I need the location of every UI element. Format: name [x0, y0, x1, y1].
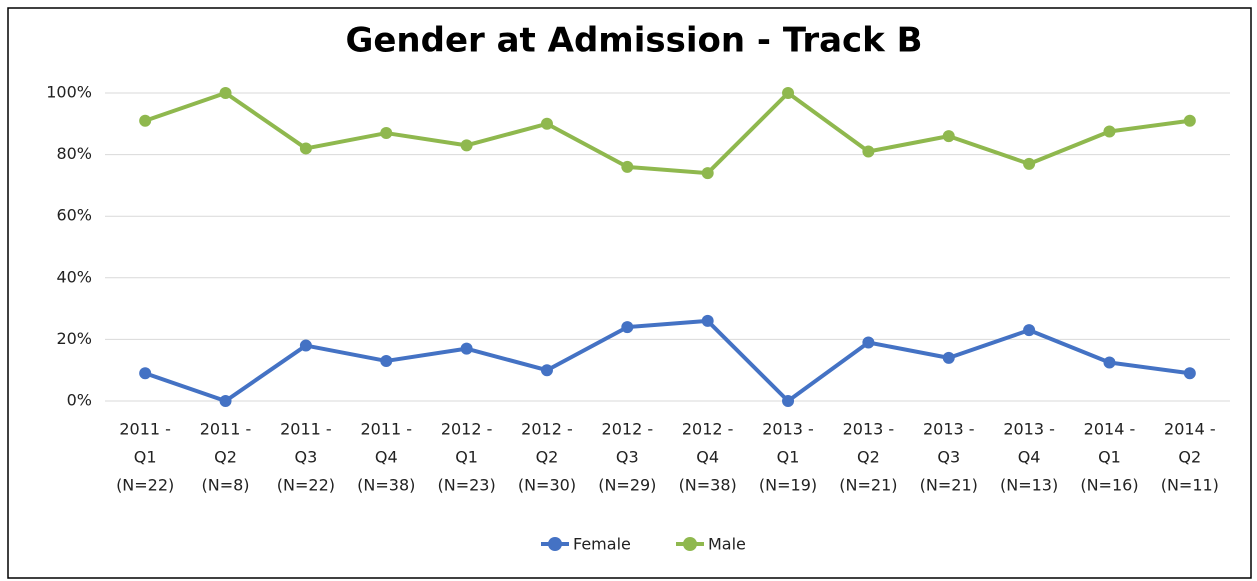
x-tick-label: 2011 - [119, 420, 171, 439]
x-tick-label: Q2 [857, 448, 880, 467]
x-tick-label: Q2 [536, 448, 559, 467]
data-point [139, 367, 152, 380]
x-tick-label: (N=30) [518, 476, 576, 495]
x-tick-label: Q1 [455, 448, 478, 467]
data-point [299, 142, 312, 155]
x-tick-label: Q3 [616, 448, 639, 467]
data-point [540, 117, 553, 130]
data-point [299, 339, 312, 352]
x-tick-label: 2011 - [200, 420, 252, 439]
data-point [219, 87, 232, 99]
x-tick-label: (N=22) [277, 476, 335, 495]
series-line [144, 91, 1191, 176]
x-tick-label: (N=23) [437, 476, 495, 495]
x-tick-label: Q4 [375, 448, 398, 467]
legend-marker [683, 537, 697, 551]
data-point [219, 395, 232, 407]
x-tick-label: Q1 [134, 448, 157, 467]
data-point [380, 127, 393, 140]
data-point [1183, 367, 1196, 380]
x-tick-label: 2012 - [441, 420, 493, 439]
x-tick-label: 2012 - [521, 420, 573, 439]
data-point [460, 139, 473, 152]
x-tick-label: 2014 - [1164, 420, 1216, 439]
x-tick-label: (N=19) [759, 476, 817, 495]
x-tick-label: Q4 [1018, 448, 1041, 467]
x-tick-label: (N=13) [1000, 476, 1058, 495]
series-line [144, 318, 1191, 403]
x-tick-label: 2013 - [762, 420, 814, 439]
y-tick-label: 40% [56, 267, 92, 286]
x-tick-label: (N=38) [357, 476, 415, 495]
y-tick-label: 60% [56, 206, 92, 225]
x-tick-label: 2011 - [280, 420, 332, 439]
x-tick-label: Q3 [295, 448, 318, 467]
data-point [942, 130, 955, 143]
data-point [380, 354, 393, 367]
data-point [701, 314, 714, 327]
x-tick-label: (N=38) [679, 476, 737, 495]
legend-marker [548, 537, 562, 551]
x-tick-label: (N=8) [202, 476, 250, 495]
y-tick-label: 0% [67, 391, 92, 410]
x-tick-label: Q4 [696, 448, 719, 467]
x-tick-label: 2013 - [843, 420, 895, 439]
x-tick-label: Q1 [777, 448, 800, 467]
y-tick-label: 80% [56, 144, 92, 163]
data-point [1183, 114, 1196, 127]
x-tick-label: 2013 - [1003, 420, 1055, 439]
x-tick-label: 2011 - [360, 420, 412, 439]
y-tick-label: 100% [46, 83, 92, 102]
x-tick-label: (N=29) [598, 476, 656, 495]
legend-label: Male [708, 535, 746, 554]
data-point [540, 364, 553, 377]
x-tick-label: (N=21) [839, 476, 897, 495]
x-tick-label: Q2 [1178, 448, 1201, 467]
data-point [1023, 324, 1036, 337]
data-point [1023, 157, 1036, 170]
x-tick-label: (N=21) [920, 476, 978, 495]
data-point [1103, 356, 1116, 369]
x-tick-label: 2012 - [602, 420, 654, 439]
x-tick-label: Q2 [214, 448, 237, 467]
data-point [621, 160, 634, 173]
x-tick-label: (N=16) [1080, 476, 1138, 495]
data-point [701, 167, 714, 180]
x-tick-label: 2012 - [682, 420, 734, 439]
x-tick-label: 2014 - [1084, 420, 1136, 439]
legend-label: Female [573, 535, 631, 554]
data-point [782, 395, 795, 407]
chart-frame [7, 7, 1252, 579]
data-point [139, 114, 152, 127]
x-tick-label: (N=11) [1161, 476, 1219, 495]
x-tick-label: (N=22) [116, 476, 174, 495]
chart-title: Gender at Admission - Track B [345, 21, 922, 61]
x-tick-label: Q3 [937, 448, 960, 467]
x-tick-label: 2013 - [923, 420, 975, 439]
data-point [862, 336, 875, 349]
data-point [862, 145, 875, 158]
data-point [621, 321, 634, 334]
data-point [782, 87, 795, 99]
data-point [942, 351, 955, 364]
y-tick-label: 20% [56, 329, 92, 348]
data-point [460, 342, 473, 355]
x-tick-label: Q1 [1098, 448, 1121, 467]
data-point [1103, 125, 1116, 138]
